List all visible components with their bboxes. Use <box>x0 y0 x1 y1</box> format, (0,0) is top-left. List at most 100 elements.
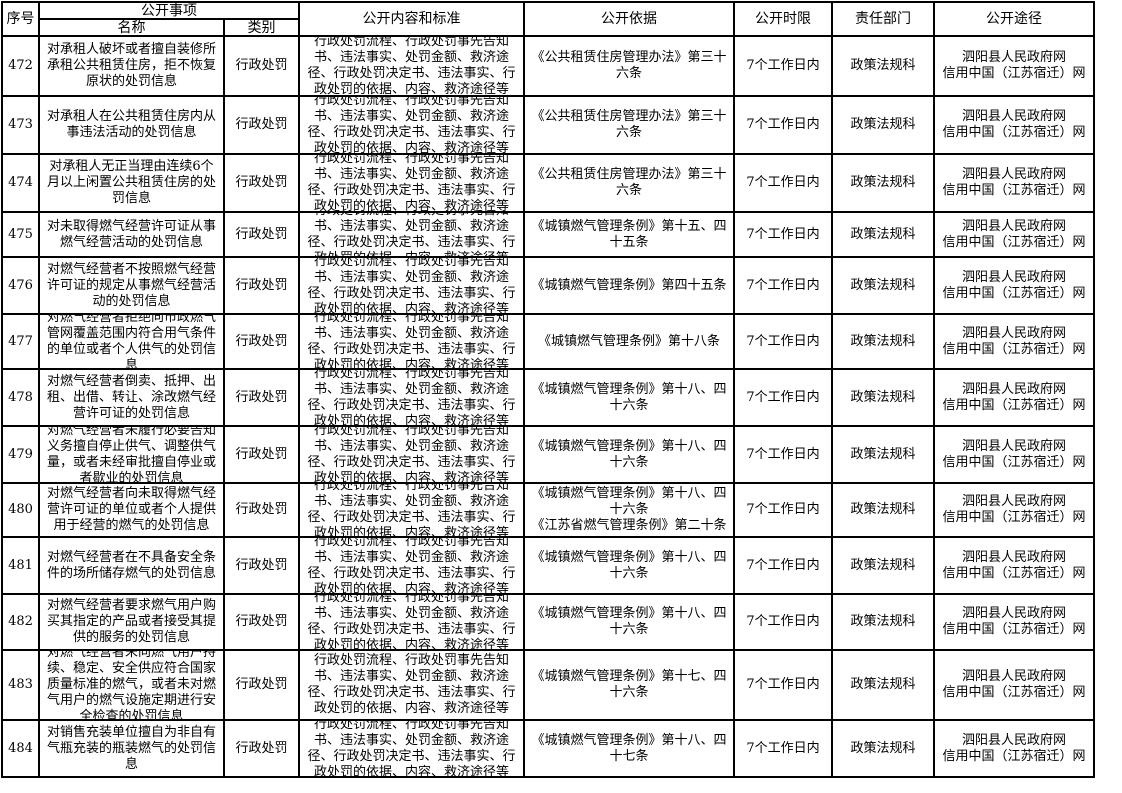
header-category: 类别 <box>223 18 300 37</box>
department-text: 政策法规科 <box>850 677 916 692</box>
name-text: 对承租人在公共租赁住房内从事违法活动的处罚信息 <box>46 109 216 140</box>
cell-channel: 泗阳县人民政府网 信用中国（江苏宿迁）网 <box>933 719 1095 778</box>
department-text: 政策法规科 <box>850 277 916 293</box>
cell-category: 行政处罚 <box>223 719 300 778</box>
table-row: 479 对燃气经营者未履行必要告知义务擅自停止供气、调整供气量，或者未经审批擅自停… <box>1 425 1095 484</box>
table-row: 482 对燃气经营者要求燃气用户购买其指定的产品或者接受其提供的服务的处罚信息 行政… <box>1 593 1095 651</box>
cell-category: 行政处罚 <box>223 313 300 370</box>
cell-deadline: 7个工作日内 <box>733 95 833 155</box>
content-text: 行政处罚流程、行政处罚事先告知书、违法事实、处罚金额、救济途径、行政处罚决定书、… <box>307 213 516 256</box>
disclosure-table: 序号 公开事项 公开内容和标准 公开依据 公开时限 责任部门 公开途径 名称 类… <box>1 1 1095 778</box>
category-text: 行政处罚 <box>235 614 288 629</box>
seq-text: 478 <box>8 389 33 405</box>
seq-text: 474 <box>8 175 33 190</box>
channel-text: 泗阳县人民政府网 信用中国（江苏宿迁）网 <box>942 218 1086 250</box>
cell-basis: 《城镇燃气管理条例》第十八条 <box>523 313 735 370</box>
cell-channel: 泗阳县人民政府网 信用中国（江苏宿迁）网 <box>933 649 1095 721</box>
deadline-text: 7个工作日内 <box>746 175 820 190</box>
category-text: 行政处罚 <box>235 58 288 73</box>
table-row: 477 对燃气经营者拒绝向市政燃气管网覆盖范围内符合用气条件的单位或者个人供气的处… <box>1 313 1095 370</box>
cell-category: 行政处罚 <box>223 593 300 651</box>
cell-seq: 481 <box>1 536 40 595</box>
cell-channel: 泗阳县人民政府网 信用中国（江苏宿迁）网 <box>933 536 1095 595</box>
channel-text: 泗阳县人民政府网 信用中国（江苏宿迁）网 <box>942 109 1086 140</box>
table-row: 473 对承租人在公共租赁住房内从事违法活动的处罚信息 行政处罚 行政处罚流程、行政处… <box>1 95 1095 155</box>
table-row: 472 对承租人破坏或者擅自装修所承租公共租赁住房，拒不恢复原状的处罚信息 行政处罚… <box>1 35 1095 97</box>
cell-seq: 475 <box>1 211 40 258</box>
cell-seq: 472 <box>1 35 40 97</box>
cell-basis: 《城镇燃气管理条例》第十八、四十六条 <box>523 536 735 595</box>
basis-text: 《城镇燃气管理条例》第十八、四十六条 <box>531 549 727 581</box>
cell-category: 行政处罚 <box>223 649 300 721</box>
cell-department: 政策法规科 <box>831 536 935 595</box>
deadline-text: 7个工作日内 <box>746 277 820 293</box>
name-text: 对燃气经营者在不具备安全条件的场所储存燃气的处罚信息 <box>46 549 216 581</box>
cell-content: 行政处罚流程、行政处罚事先告知书、违法事实、处罚金额、救济途径、行政处罚决定书、… <box>298 593 525 651</box>
name-text: 对燃气经营者拒绝向市政燃气管网覆盖范围内符合用气条件的单位或者个人供气的处罚信息 <box>46 315 216 368</box>
basis-text: 《公共租赁住房管理办法》第三十六条 <box>531 50 727 81</box>
name-text: 对燃气经营者向未取得燃气经营许可证的单位或者个人提供用于经营的燃气的处罚信息 <box>46 486 216 533</box>
cell-channel: 泗阳县人民政府网 信用中国（江苏宿迁）网 <box>933 35 1095 97</box>
cell-deadline: 7个工作日内 <box>733 536 833 595</box>
cell-basis: 《城镇燃气管理条例》第四十五条 <box>523 256 735 315</box>
cell-deadline: 7个工作日内 <box>733 153 833 213</box>
cell-category: 行政处罚 <box>223 153 300 213</box>
cell-channel: 泗阳县人民政府网 信用中国（江苏宿迁）网 <box>933 593 1095 651</box>
cell-channel: 泗阳县人民政府网 信用中国（江苏宿迁）网 <box>933 425 1095 484</box>
category-text: 行政处罚 <box>235 333 288 349</box>
cell-basis: 《城镇燃气管理条例》第十八、四十七条 <box>523 719 735 778</box>
content-text: 行政处罚流程、行政处罚事先告知书、违法事实、处罚金额、救济途径、行政处罚决定书、… <box>307 370 516 425</box>
cell-basis: 《城镇燃气管理条例》第十七、四十六条 <box>523 649 735 721</box>
cell-department: 政策法规科 <box>831 368 935 427</box>
name-text: 对燃气经营者不按照燃气经营许可证的规定从事燃气经营活动的处罚信息 <box>46 261 216 309</box>
cell-deadline: 7个工作日内 <box>733 35 833 97</box>
header-seq: 序号 <box>1 1 40 37</box>
seq-text: 479 <box>8 446 33 462</box>
department-text: 政策法规科 <box>850 502 916 517</box>
department-text: 政策法规科 <box>850 557 916 573</box>
category-text: 行政处罚 <box>235 389 288 405</box>
basis-text: 《公共租赁住房管理办法》第三十六条 <box>531 109 727 140</box>
content-text: 行政处罚流程、行政处罚事先告知书、违法事实、处罚金额、救济途径、行政处罚决定书、… <box>307 484 516 536</box>
cell-seq: 484 <box>1 719 40 778</box>
cell-department: 政策法规科 <box>831 425 935 484</box>
cell-name: 对燃气经营者在不具备安全条件的场所储存燃气的处罚信息 <box>38 536 225 595</box>
category-text: 行政处罚 <box>235 277 288 293</box>
seq-text: 481 <box>8 557 33 573</box>
cell-seq: 476 <box>1 256 40 315</box>
channel-text: 泗阳县人民政府网 信用中国（江苏宿迁）网 <box>942 549 1086 581</box>
deadline-text: 7个工作日内 <box>746 58 820 73</box>
cell-basis: 《城镇燃气管理条例》第十八、四十六条 <box>523 593 735 651</box>
cell-category: 行政处罚 <box>223 95 300 155</box>
cell-basis: 《公共租赁住房管理办法》第三十六条 <box>523 95 735 155</box>
cell-channel: 泗阳县人民政府网 信用中国（江苏宿迁）网 <box>933 482 1095 538</box>
cell-name: 对承租人破坏或者擅自装修所承租公共租赁住房，拒不恢复原状的处罚信息 <box>38 35 225 97</box>
department-text: 政策法规科 <box>850 58 916 73</box>
channel-text: 泗阳县人民政府网 信用中国（江苏宿迁）网 <box>942 438 1086 470</box>
basis-text: 《城镇燃气管理条例》第十五、四十五条 <box>531 218 727 250</box>
cell-category: 行政处罚 <box>223 368 300 427</box>
channel-text: 泗阳县人民政府网 信用中国（江苏宿迁）网 <box>942 494 1086 525</box>
channel-text: 泗阳县人民政府网 信用中国（江苏宿迁）网 <box>942 732 1086 764</box>
cell-seq: 473 <box>1 95 40 155</box>
cell-content: 行政处罚流程、行政处罚事先告知书、违法事实、处罚金额、救济途径、行政处罚决定书、… <box>298 719 525 778</box>
basis-text: 《城镇燃气管理条例》第十八条 <box>537 333 720 349</box>
department-text: 政策法规科 <box>850 389 916 405</box>
header-content: 公开内容和标准 <box>298 1 525 37</box>
cell-name: 对燃气经营者要求燃气用户购买其指定的产品或者接受其提供的服务的处罚信息 <box>38 593 225 651</box>
cell-seq: 479 <box>1 425 40 484</box>
cell-department: 政策法规科 <box>831 256 935 315</box>
department-text: 政策法规科 <box>850 614 916 629</box>
cell-channel: 泗阳县人民政府网 信用中国（江苏宿迁）网 <box>933 211 1095 258</box>
seq-text: 482 <box>8 614 33 629</box>
category-text: 行政处罚 <box>235 226 288 242</box>
header-name: 名称 <box>38 18 225 37</box>
seq-text: 477 <box>8 333 33 349</box>
content-text: 行政处罚流程、行政处罚事先告知书、违法事实、处罚金额、救济途径、行政处罚决定书、… <box>307 721 516 776</box>
header-item-group: 公开事项 <box>38 1 300 20</box>
cell-content: 行政处罚流程、行政处罚事先告知书、违法事实、处罚金额、救济途径、行政处罚决定书、… <box>298 211 525 258</box>
cell-channel: 泗阳县人民政府网 信用中国（江苏宿迁）网 <box>933 95 1095 155</box>
header-channel: 公开途径 <box>933 1 1095 37</box>
seq-text: 472 <box>8 58 33 73</box>
content-text: 行政处罚流程、行政处罚事先告知书、违法事实、处罚金额、救济途径、行政处罚决定书、… <box>307 37 516 95</box>
